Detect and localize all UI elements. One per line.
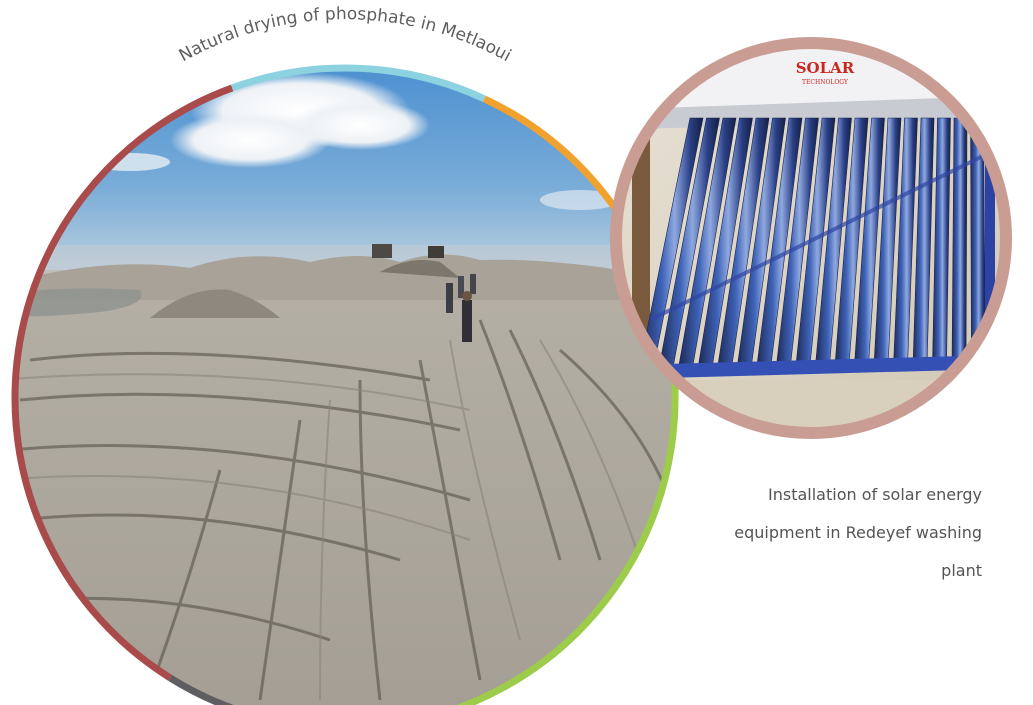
solar-tube [951, 117, 968, 366]
left-photo-caption: Natural drying of phosphate in Metlaoui [176, 4, 515, 66]
ring-segment-blue [230, 64, 486, 103]
right-caption-line-1: Installation of solar energy [768, 485, 982, 504]
right-caption-line-3: plant [941, 561, 982, 580]
solar-brand-sublabel: TECHNOLOGY [802, 79, 849, 86]
right-photo-ring [610, 37, 1012, 439]
ring-segment-gray [168, 674, 234, 705]
right-photo-caption: Installation of solar energy equipment i… [660, 466, 982, 599]
right-caption-line-2: equipment in Redeyef washing [734, 523, 982, 542]
solar-brand-label: SOLAR [796, 59, 855, 77]
ring-segment-red [11, 84, 234, 681]
ring-segment-green [455, 311, 679, 705]
